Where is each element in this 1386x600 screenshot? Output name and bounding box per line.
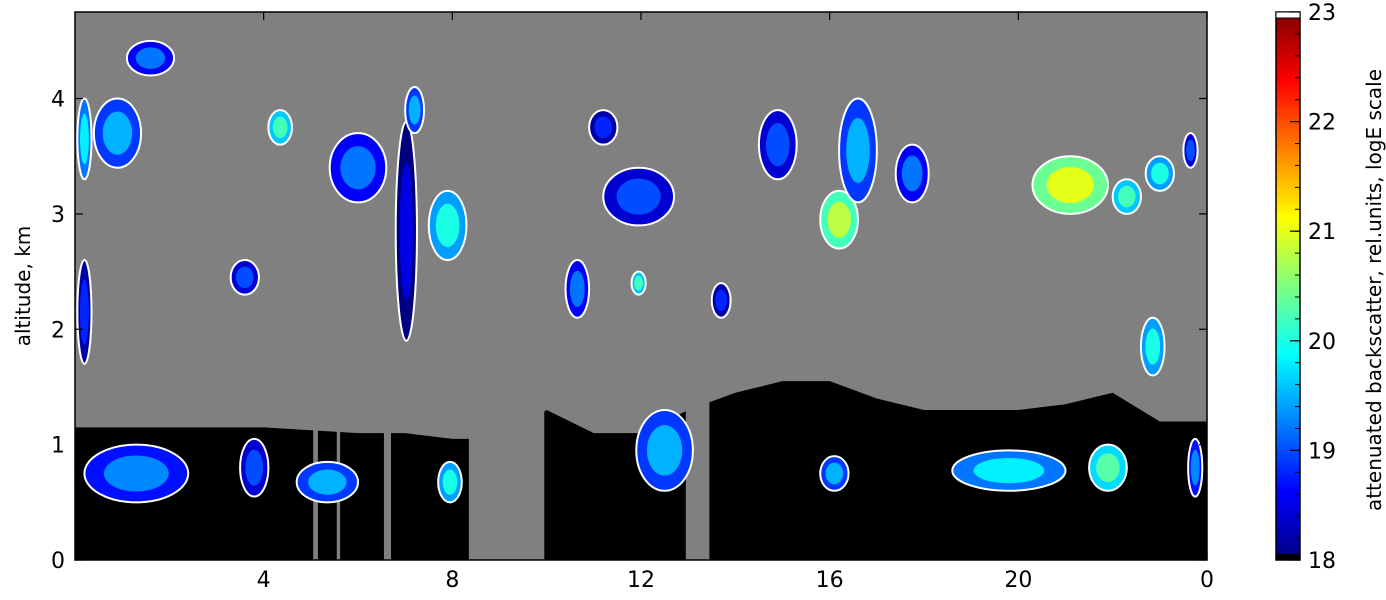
colorbar: [1275, 11, 1301, 561]
x-tick-label: 8: [445, 568, 459, 593]
y-axis-label: altitude, km: [11, 226, 35, 347]
colorbar-tick-label: 23: [1308, 1, 1336, 26]
y-tick-label: 1: [51, 434, 65, 459]
cloud-core: [1096, 453, 1120, 483]
cloud-core: [340, 146, 376, 190]
data-gap: [383, 12, 392, 560]
cloud-core: [399, 162, 413, 300]
colorbar-underflow: [1276, 554, 1300, 560]
cloud-core: [634, 275, 644, 291]
cloud-core: [1150, 162, 1169, 185]
data-gap: [313, 12, 318, 560]
cloud-core: [1190, 449, 1200, 486]
colorbar-tick-label: 19: [1308, 439, 1336, 464]
cloud-core: [1186, 139, 1195, 162]
data-gap: [336, 12, 341, 560]
cloud-core: [442, 469, 458, 495]
colorbar-tick-label: 21: [1308, 220, 1336, 245]
cloud-core: [103, 455, 169, 492]
cloud-core: [569, 270, 585, 307]
cloud-core: [235, 266, 254, 289]
cloud-core: [408, 95, 421, 125]
cloud-core: [1046, 167, 1094, 204]
cloud-core: [901, 155, 923, 192]
x-tick-label: 4: [257, 568, 271, 593]
colorbar-tick-label: 22: [1308, 111, 1336, 136]
cloud-core: [594, 116, 613, 139]
cloud-core: [646, 425, 683, 476]
data-gap: [685, 12, 710, 560]
colorbar-label: attenuated backscatter, rel.units, logE …: [1362, 69, 1386, 511]
cloud-core: [846, 117, 870, 183]
y-tick-label: 4: [51, 88, 65, 113]
cloud-core: [102, 111, 133, 155]
cloud-core: [1145, 328, 1161, 365]
x-tick-label: 12: [627, 568, 655, 593]
cloud-core: [1117, 185, 1136, 208]
cloud-core: [435, 203, 460, 248]
cloud-core: [80, 113, 89, 165]
cloud-core: [80, 279, 89, 345]
cloud-core: [272, 116, 288, 139]
x-tick-label: 0: [1200, 568, 1214, 593]
cloud-core: [765, 123, 790, 167]
cloud-core: [825, 462, 844, 485]
cloud-core: [715, 289, 728, 312]
cloud-core: [973, 457, 1045, 484]
y-tick-label: 3: [51, 203, 65, 228]
y-tick-label: 2: [51, 318, 65, 343]
colorbar-overflow: [1275, 11, 1301, 19]
x-tick-label: 20: [1004, 568, 1032, 593]
colorbar-tick-label: 20: [1308, 330, 1336, 355]
cloud-core: [827, 201, 851, 238]
cloud-core: [245, 449, 264, 486]
cloud-core: [308, 469, 347, 495]
cloud-core: [616, 178, 661, 215]
data-gap: [468, 12, 545, 560]
y-tick-label: 0: [51, 549, 65, 574]
cloud-core: [135, 47, 166, 69]
x-tick-label: 16: [816, 568, 844, 593]
colorbar-tick-label: 18: [1308, 549, 1336, 574]
